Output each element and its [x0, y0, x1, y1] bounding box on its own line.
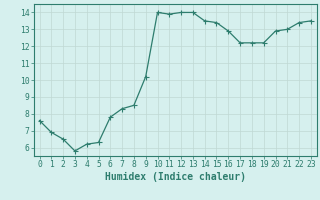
X-axis label: Humidex (Indice chaleur): Humidex (Indice chaleur)	[105, 172, 246, 182]
